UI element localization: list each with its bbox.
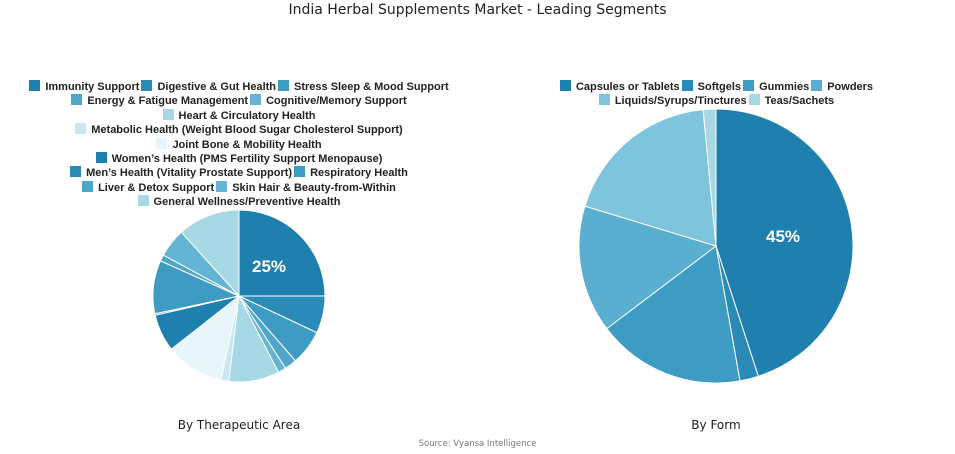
legend-label: General Wellness/Preventive Health: [153, 196, 341, 209]
subtitle-therapeutic-area: By Therapeutic Area: [177, 418, 301, 432]
legend-label: Capsules or Tablets: [575, 81, 680, 93]
legend-item-digestive-gut-health[interactable]: Digestive & Gut Health: [141, 80, 276, 94]
legend-therapeutic-area: Immunity Support Digestive & Gut Health St…: [0, 80, 478, 210]
legend-label: Women’s Health (PMS Fertility Support Me…: [111, 153, 383, 166]
subtitle-form: By Form: [691, 418, 741, 432]
source-note: Source: Vyansa Intelligence: [418, 439, 537, 449]
pie-slice-general-wellness-preventive-health[interactable]: [180, 209, 240, 298]
legend-item-women-s-health-pms-fertility-support-menopause[interactable]: Women’s Health (PMS Fertility Support Me…: [95, 152, 383, 166]
legend-label: Respiratory Health: [310, 167, 408, 180]
legend-item-liver-detox-support[interactable]: Liver & Detox Support: [82, 180, 215, 195]
legend-swatch: [216, 180, 228, 192]
legend-swatch: [162, 108, 174, 120]
legend-label: Joint Bone & Mobility Health: [172, 138, 322, 151]
legend-swatch: [598, 94, 610, 106]
legend-swatch: [743, 80, 755, 91]
legend-swatch: [156, 137, 168, 149]
legend-item-metabolic-health-weight-blood-sugar-cholesterol-support[interactable]: Metabolic Health (Weight Blood Sugar Cho…: [75, 123, 403, 137]
legend-item-general-wellness-preventive-health[interactable]: General Wellness/Preventive Health: [137, 195, 341, 209]
legend-item-immunity-support[interactable]: Immunity Support: [29, 80, 139, 94]
legend-item-gummies[interactable]: Gummies: [743, 80, 809, 94]
pie-form: 45%: [578, 108, 854, 384]
pie-therapeutic-area: 25%: [152, 209, 326, 383]
legend-label: Gummies: [759, 81, 810, 93]
legend-swatch: [70, 166, 82, 178]
pie-slice-liquids-syrups-tinctures[interactable]: [584, 109, 717, 247]
pie-slice-teas-sachets[interactable]: [702, 108, 717, 247]
legend-item-cognitive-memory-support[interactable]: Cognitive/Memory Support: [250, 94, 407, 108]
legend-item-men-s-health-vitality-prostate-support[interactable]: Men’s Health (Vitality Prostate Support): [70, 166, 292, 180]
legend-label: Teas/Sachets: [764, 95, 835, 108]
legend-swatch: [29, 80, 41, 91]
legend-swatch: [250, 94, 262, 106]
legend-label: Skin Hair & Beauty-from-Within: [232, 181, 396, 194]
pie-slice-immunity-support[interactable]: [238, 209, 326, 297]
legend-item-respiratory-health[interactable]: Respiratory Health: [294, 166, 408, 180]
pie-slice-capsules-or-tablets[interactable]: [715, 108, 854, 377]
legend-swatch: [278, 80, 290, 91]
legend-swatch: [681, 80, 693, 91]
legend-item-teas-sachets[interactable]: Teas/Sachets: [748, 94, 835, 108]
slice-percent-label: 25%: [252, 257, 286, 276]
legend-label: Metabolic Health (Weight Blood Sugar Cho…: [91, 124, 403, 137]
legend-item-joint-bone-mobility-health[interactable]: Joint Bone & Mobility Health: [156, 137, 322, 152]
legend-label: Cognitive/Memory Support: [266, 95, 407, 108]
legend-swatch: [811, 80, 823, 91]
legend-label: Heart & Circulatory Health: [178, 109, 316, 122]
pie-slice-gummies[interactable]: [606, 245, 741, 384]
legend-label: Stress Sleep & Mood Support: [294, 81, 449, 93]
legend-label: Immunity Support: [45, 81, 140, 93]
legend-item-skin-hair-beauty-from-within[interactable]: Skin Hair & Beauty-from-Within: [216, 180, 396, 195]
legend-item-liquids-syrups-tinctures[interactable]: Liquids/Syrups/Tinctures: [598, 94, 747, 108]
legend-swatch: [559, 80, 571, 91]
slice-percent-label: 45%: [766, 227, 800, 246]
legend-item-powders[interactable]: Powders: [811, 80, 873, 94]
legend-label: Liver & Detox Support: [98, 181, 215, 194]
legend-swatch: [95, 152, 107, 164]
legend-item-capsules-or-tablets[interactable]: Capsules or Tablets: [559, 80, 680, 94]
legend-label: Powders: [827, 81, 874, 93]
legend-label: Softgels: [697, 81, 742, 93]
legend-item-energy-fatigue-management[interactable]: Energy & Fatigue Management: [71, 94, 248, 108]
legend-label: Men’s Health (Vitality Prostate Support): [86, 167, 293, 180]
legend-form: Capsules or Tablets Softgels Gummies Powder…: [478, 80, 955, 109]
chart-title: India Herbal Supplements Market - Leadin…: [288, 2, 667, 18]
legend-label: Energy & Fatigue Management: [87, 95, 249, 108]
legend-swatch: [748, 94, 760, 106]
legend-item-heart-circulatory-health[interactable]: Heart & Circulatory Health: [162, 108, 316, 123]
legend-swatch: [141, 80, 153, 91]
legend-swatch: [294, 166, 306, 178]
legend-label: Digestive & Gut Health: [157, 81, 277, 93]
legend-item-softgels[interactable]: Softgels: [681, 80, 742, 94]
legend-swatch: [71, 94, 83, 106]
legend-swatch: [137, 195, 149, 207]
legend-swatch: [75, 123, 87, 135]
legend-label: Liquids/Syrups/Tinctures: [614, 95, 747, 108]
legend-item-stress-sleep-mood-support[interactable]: Stress Sleep & Mood Support: [278, 80, 449, 94]
pie-slice-powders[interactable]: [578, 205, 718, 330]
legend-swatch: [82, 180, 94, 192]
